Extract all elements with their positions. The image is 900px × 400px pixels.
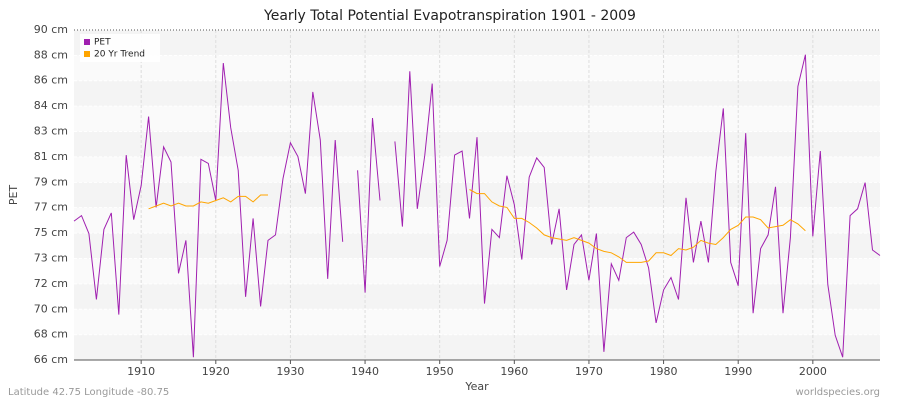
chart-title: Yearly Total Potential Evapotranspiratio… [263,8,636,24]
grid-band [74,106,880,132]
legend-box [80,34,160,62]
legend-swatch [84,51,90,57]
y-tick-label: 88 cm [34,48,68,61]
x-axis-label: Year [464,380,489,393]
series-line [73,54,881,358]
y-tick-label: 79 cm [34,175,68,188]
y-tick-label: 86 cm [34,74,68,87]
x-tick-label: 1990 [724,365,752,378]
y-tick-label: 66 cm [34,353,68,366]
y-tick-label: 70 cm [34,302,68,315]
x-tick-label: 1980 [650,365,678,378]
y-tick-label: 77 cm [34,201,68,214]
grid-band [74,309,880,335]
x-tick-label: 1930 [276,365,304,378]
x-tick-label: 1950 [426,365,454,378]
legend-swatch [84,39,90,45]
y-tick-label: 75 cm [34,226,68,239]
y-tick-label: 83 cm [34,124,68,137]
y-tick-label: 81 cm [34,150,68,163]
x-tick-label: 1940 [351,365,379,378]
location: Latitude 42.75 Longitude -80.75 [8,387,169,398]
legend-label: PET [94,38,111,48]
y-axis-label: PET [7,185,20,206]
grid-band [74,207,880,234]
grid-band [74,156,880,183]
y-tick-label: 84 cm [34,99,68,112]
legend-label: 20 Yr Trend [94,50,145,60]
grid-band [74,55,880,81]
source: worldspecies.org [796,387,880,398]
y-tick-label: 72 cm [34,277,68,290]
x-tick-label: 1970 [575,365,603,378]
x-tick-label: 1910 [127,365,155,378]
x-tick-label: 1960 [500,365,528,378]
x-tick-label: 1920 [202,365,230,378]
grid-band [74,258,880,284]
y-tick-label: 90 cm [34,23,68,36]
y-tick-label: 73 cm [34,252,68,265]
plot-area [74,30,880,360]
y-tick-label: 68 cm [34,328,68,341]
series-line [148,189,806,263]
x-tick-label: 2000 [799,365,827,378]
